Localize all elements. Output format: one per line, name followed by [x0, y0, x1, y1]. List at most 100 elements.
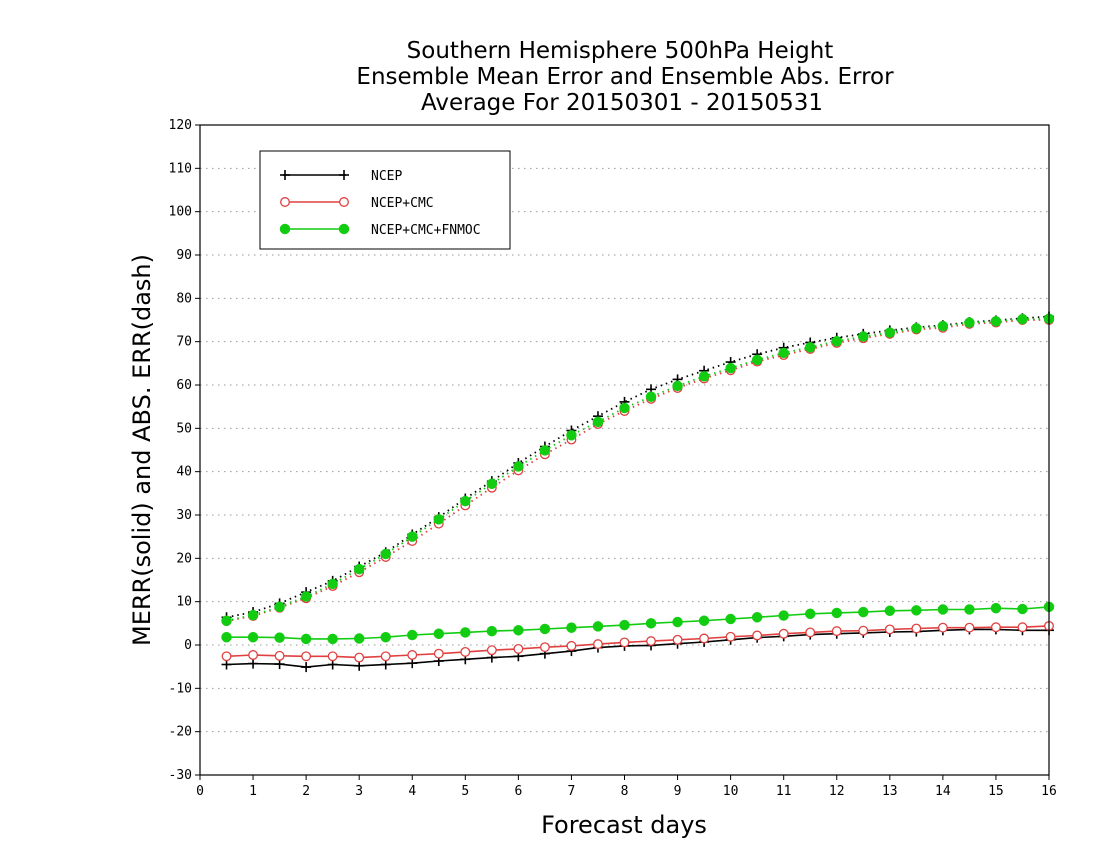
legend-marker: [280, 170, 290, 180]
abs-error-point: [592, 416, 604, 428]
mean-error-point: [646, 636, 656, 647]
y-tick-label: 60: [176, 378, 192, 393]
legend: NCEP NCEP+CMC NCEP+CMC+FNMOC: [259, 150, 511, 250]
mean-error-point: [566, 622, 577, 633]
plot-series: [221, 311, 1055, 673]
y-axis-label: MERR(solid) and ABS. ERR(dash): [128, 254, 156, 646]
mean-error-point: [805, 627, 816, 638]
y-tick-label: 90: [176, 248, 192, 263]
mean-error-point: [990, 622, 1001, 633]
mean-error-point: [698, 615, 710, 626]
y-tick-label: 20: [176, 551, 192, 566]
abs-error-point: [486, 478, 498, 490]
mean-error-point: [327, 633, 338, 645]
mean-error-point: [1017, 622, 1028, 633]
x-axis-label: Forecast days: [541, 811, 707, 839]
y-tick-label: -20: [169, 725, 192, 740]
mean-error-point: [619, 637, 630, 648]
mean-error-point: [858, 625, 869, 636]
legend-label: NCEP+CMC+FNMOC: [371, 223, 481, 238]
mean-error-point: [699, 633, 710, 644]
mean-error-point: [407, 629, 418, 641]
mean-error-point: [247, 631, 259, 643]
abs-error-point: [911, 322, 922, 334]
mean-error-point: [858, 606, 869, 618]
x-tick-label: 9: [674, 784, 682, 799]
mean-error-point: [407, 650, 418, 660]
y-tick-label: 10: [176, 595, 192, 610]
axis-ticks: 0 1 2 3 4 5 6 7 8 9 10 11 12 13 14 15 16-30-20-100102030…: [169, 118, 1057, 799]
chart-title-line-1: Southern Hemisphere 500hPa Height: [407, 38, 834, 64]
abs-error-point: [858, 331, 869, 342]
mean-error-point: [964, 622, 975, 633]
legend-label: NCEP: [371, 169, 402, 184]
y-tick-label: 50: [176, 421, 192, 436]
mean-error-point: [300, 633, 312, 645]
mean-error-point: [380, 651, 391, 662]
mean-error-point: [301, 651, 312, 662]
y-tick-label: 30: [176, 508, 192, 523]
abs-error-point: [247, 609, 259, 621]
mean-error-point: [778, 610, 789, 621]
legend-item-ncep-cmc-fnmoc: NCEP+CMC+FNMOC: [279, 223, 481, 238]
mean-error-point: [937, 604, 949, 615]
x-tick-label: 7: [568, 784, 576, 799]
mean-error-point: [248, 650, 259, 660]
mean-error-point: [725, 613, 736, 625]
abs-error-point: [380, 548, 391, 560]
x-tick-label: 16: [1041, 784, 1057, 799]
abs-error-line-ncep-cmc: [226, 319, 1049, 623]
abs-error-point: [831, 335, 842, 347]
mean-error-point: [964, 604, 975, 615]
abs-error-point: [1017, 313, 1028, 325]
mean-error-point: [433, 628, 445, 639]
mean-error-point: [274, 650, 285, 661]
abs-error-point: [804, 342, 816, 353]
mean-error-point: [566, 640, 577, 651]
mean-error-point: [593, 639, 603, 650]
mean-error-point: [672, 616, 683, 628]
mean-error-point: [539, 623, 551, 635]
x-tick-label: 11: [776, 784, 792, 799]
mean-error-point: [831, 626, 842, 637]
mean-error-point: [486, 625, 498, 637]
chart-title-line-2: Ensemble Mean Error and Ensemble Abs. Er…: [356, 64, 894, 90]
x-tick-label: 6: [514, 784, 522, 799]
x-tick-label: 13: [882, 784, 898, 799]
mean-error-point: [327, 651, 338, 662]
abs-error-point: [725, 362, 736, 374]
abs-error-point: [778, 347, 789, 359]
x-tick-label: 15: [988, 784, 1004, 799]
abs-error-point: [221, 615, 232, 626]
abs-error-point: [751, 354, 763, 366]
mean-error-point: [645, 618, 657, 629]
mean-error-point: [778, 628, 789, 639]
y-tick-label: 70: [176, 335, 192, 350]
mean-error-point: [486, 645, 497, 656]
x-tick-label: 14: [935, 784, 951, 799]
legend-marker: [339, 197, 349, 207]
x-tick-label: 1: [249, 784, 257, 799]
legend-marker: [338, 223, 350, 235]
x-tick-label: 3: [355, 784, 363, 799]
mean-error-point: [884, 624, 895, 635]
abs-error-line-ncep-cmc-fnmoc: [226, 317, 1050, 622]
mean-error-point: [884, 605, 896, 617]
mean-error-point: [301, 662, 312, 673]
mean-error-point: [380, 631, 391, 643]
abs-error-point: [964, 317, 975, 328]
mean-error-point: [433, 648, 444, 659]
abs-error-point: [884, 327, 896, 338]
abs-error-point: [407, 531, 418, 542]
abs-error-point: [672, 380, 683, 392]
x-tick-label: 12: [829, 784, 845, 799]
abs-error-point: [460, 495, 471, 507]
abs-error-point: [433, 514, 445, 525]
mean-error-point: [221, 651, 232, 662]
mean-error-point: [990, 602, 1002, 614]
mean-error-point: [619, 619, 630, 631]
mean-error-point: [539, 642, 550, 653]
chart-title-line-3: Average For 20150301 - 20150531: [421, 90, 823, 116]
mean-error-point: [831, 607, 842, 619]
